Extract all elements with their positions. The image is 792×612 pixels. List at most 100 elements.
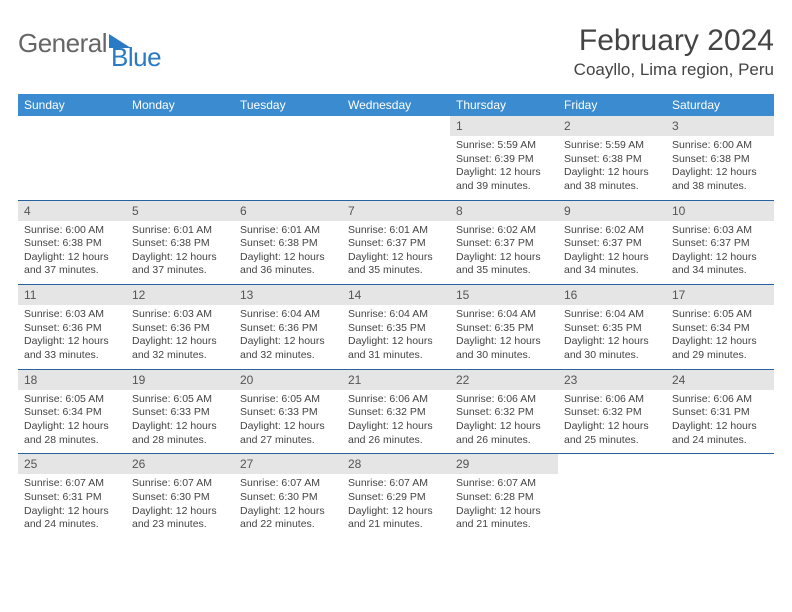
sunset-text: Sunset: 6:38 PM (132, 237, 228, 251)
calendar-day-cell: 1Sunrise: 5:59 AMSunset: 6:39 PMDaylight… (450, 116, 558, 200)
day-text: Sunrise: 6:04 AMSunset: 6:35 PMDaylight:… (558, 305, 666, 369)
day-text: Sunrise: 6:07 AMSunset: 6:31 PMDaylight:… (18, 474, 126, 538)
sunrise-text: Sunrise: 6:03 AM (672, 224, 768, 238)
calendar-day-cell: 10Sunrise: 6:03 AMSunset: 6:37 PMDayligh… (666, 200, 774, 285)
calendar-header-cell: Friday (558, 94, 666, 116)
calendar-day-cell: 18Sunrise: 6:05 AMSunset: 6:34 PMDayligh… (18, 369, 126, 454)
day-text: Sunrise: 6:01 AMSunset: 6:38 PMDaylight:… (234, 221, 342, 285)
day-number: 1 (450, 116, 558, 136)
daylight-text: Daylight: 12 hours and 36 minutes. (240, 251, 336, 278)
empty-day (18, 116, 126, 170)
sunrise-text: Sunrise: 6:05 AM (240, 393, 336, 407)
day-number: 20 (234, 370, 342, 390)
sunrise-text: Sunrise: 6:07 AM (348, 477, 444, 491)
sunrise-text: Sunrise: 6:00 AM (24, 224, 120, 238)
daylight-text: Daylight: 12 hours and 26 minutes. (348, 420, 444, 447)
day-number: 3 (666, 116, 774, 136)
sunset-text: Sunset: 6:31 PM (24, 491, 120, 505)
calendar-day-cell: 4Sunrise: 6:00 AMSunset: 6:38 PMDaylight… (18, 200, 126, 285)
daylight-text: Daylight: 12 hours and 32 minutes. (132, 335, 228, 362)
logo-text-2: Blue (111, 42, 161, 73)
daylight-text: Daylight: 12 hours and 30 minutes. (564, 335, 660, 362)
sunrise-text: Sunrise: 5:59 AM (564, 139, 660, 153)
day-number: 13 (234, 285, 342, 305)
day-text: Sunrise: 6:04 AMSunset: 6:36 PMDaylight:… (234, 305, 342, 369)
sunset-text: Sunset: 6:35 PM (456, 322, 552, 336)
sunrise-text: Sunrise: 6:01 AM (348, 224, 444, 238)
day-text: Sunrise: 6:00 AMSunset: 6:38 PMDaylight:… (18, 221, 126, 285)
calendar-day-cell (666, 454, 774, 538)
calendar-week-row: 11Sunrise: 6:03 AMSunset: 6:36 PMDayligh… (18, 285, 774, 370)
calendar-header-cell: Wednesday (342, 94, 450, 116)
day-text: Sunrise: 6:07 AMSunset: 6:28 PMDaylight:… (450, 474, 558, 538)
daylight-text: Daylight: 12 hours and 38 minutes. (564, 166, 660, 193)
day-text: Sunrise: 6:01 AMSunset: 6:38 PMDaylight:… (126, 221, 234, 285)
calendar-week-row: 1Sunrise: 5:59 AMSunset: 6:39 PMDaylight… (18, 116, 774, 200)
calendar-day-cell: 8Sunrise: 6:02 AMSunset: 6:37 PMDaylight… (450, 200, 558, 285)
day-number: 2 (558, 116, 666, 136)
calendar-day-cell: 20Sunrise: 6:05 AMSunset: 6:33 PMDayligh… (234, 369, 342, 454)
calendar-day-cell: 12Sunrise: 6:03 AMSunset: 6:36 PMDayligh… (126, 285, 234, 370)
sunset-text: Sunset: 6:33 PM (240, 406, 336, 420)
sunset-text: Sunset: 6:39 PM (456, 153, 552, 167)
day-number: 17 (666, 285, 774, 305)
sunset-text: Sunset: 6:37 PM (348, 237, 444, 251)
sunrise-text: Sunrise: 6:03 AM (132, 308, 228, 322)
empty-day (234, 116, 342, 170)
calendar-header-row: SundayMondayTuesdayWednesdayThursdayFrid… (18, 94, 774, 116)
daylight-text: Daylight: 12 hours and 24 minutes. (672, 420, 768, 447)
calendar-day-cell: 28Sunrise: 6:07 AMSunset: 6:29 PMDayligh… (342, 454, 450, 538)
daylight-text: Daylight: 12 hours and 31 minutes. (348, 335, 444, 362)
sunrise-text: Sunrise: 6:05 AM (132, 393, 228, 407)
day-number: 7 (342, 201, 450, 221)
calendar-day-cell: 25Sunrise: 6:07 AMSunset: 6:31 PMDayligh… (18, 454, 126, 538)
sunrise-text: Sunrise: 6:01 AM (240, 224, 336, 238)
day-number: 16 (558, 285, 666, 305)
calendar-day-cell (18, 116, 126, 200)
calendar-week-row: 25Sunrise: 6:07 AMSunset: 6:31 PMDayligh… (18, 454, 774, 538)
calendar-day-cell: 3Sunrise: 6:00 AMSunset: 6:38 PMDaylight… (666, 116, 774, 200)
calendar-day-cell: 24Sunrise: 6:06 AMSunset: 6:31 PMDayligh… (666, 369, 774, 454)
day-number: 6 (234, 201, 342, 221)
calendar-day-cell (558, 454, 666, 538)
calendar-day-cell (234, 116, 342, 200)
day-number: 4 (18, 201, 126, 221)
header: General Blue February 2024 Coayllo, Lima… (18, 24, 774, 80)
daylight-text: Daylight: 12 hours and 34 minutes. (564, 251, 660, 278)
empty-day (666, 454, 774, 508)
daylight-text: Daylight: 12 hours and 21 minutes. (348, 505, 444, 532)
day-text: Sunrise: 6:03 AMSunset: 6:36 PMDaylight:… (126, 305, 234, 369)
sunset-text: Sunset: 6:29 PM (348, 491, 444, 505)
day-text: Sunrise: 6:06 AMSunset: 6:32 PMDaylight:… (450, 390, 558, 454)
day-number: 27 (234, 454, 342, 474)
sunset-text: Sunset: 6:34 PM (24, 406, 120, 420)
sunrise-text: Sunrise: 6:01 AM (132, 224, 228, 238)
calendar-day-cell: 11Sunrise: 6:03 AMSunset: 6:36 PMDayligh… (18, 285, 126, 370)
calendar-header-cell: Saturday (666, 94, 774, 116)
sunrise-text: Sunrise: 6:06 AM (672, 393, 768, 407)
calendar-day-cell (342, 116, 450, 200)
sunset-text: Sunset: 6:32 PM (348, 406, 444, 420)
calendar-day-cell: 6Sunrise: 6:01 AMSunset: 6:38 PMDaylight… (234, 200, 342, 285)
sunrise-text: Sunrise: 5:59 AM (456, 139, 552, 153)
daylight-text: Daylight: 12 hours and 32 minutes. (240, 335, 336, 362)
sunrise-text: Sunrise: 6:04 AM (348, 308, 444, 322)
calendar-day-cell: 19Sunrise: 6:05 AMSunset: 6:33 PMDayligh… (126, 369, 234, 454)
day-text: Sunrise: 6:00 AMSunset: 6:38 PMDaylight:… (666, 136, 774, 200)
day-text: Sunrise: 6:05 AMSunset: 6:34 PMDaylight:… (666, 305, 774, 369)
daylight-text: Daylight: 12 hours and 23 minutes. (132, 505, 228, 532)
day-text: Sunrise: 6:07 AMSunset: 6:29 PMDaylight:… (342, 474, 450, 538)
calendar-day-cell: 2Sunrise: 5:59 AMSunset: 6:38 PMDaylight… (558, 116, 666, 200)
daylight-text: Daylight: 12 hours and 35 minutes. (348, 251, 444, 278)
day-number: 5 (126, 201, 234, 221)
title-block: February 2024 Coayllo, Lima region, Peru (574, 24, 774, 80)
sunset-text: Sunset: 6:34 PM (672, 322, 768, 336)
day-text: Sunrise: 6:03 AMSunset: 6:37 PMDaylight:… (666, 221, 774, 285)
day-text: Sunrise: 5:59 AMSunset: 6:39 PMDaylight:… (450, 136, 558, 200)
month-title: February 2024 (574, 24, 774, 58)
sunset-text: Sunset: 6:36 PM (240, 322, 336, 336)
sunset-text: Sunset: 6:37 PM (672, 237, 768, 251)
sunrise-text: Sunrise: 6:02 AM (456, 224, 552, 238)
calendar-day-cell: 15Sunrise: 6:04 AMSunset: 6:35 PMDayligh… (450, 285, 558, 370)
day-number: 14 (342, 285, 450, 305)
